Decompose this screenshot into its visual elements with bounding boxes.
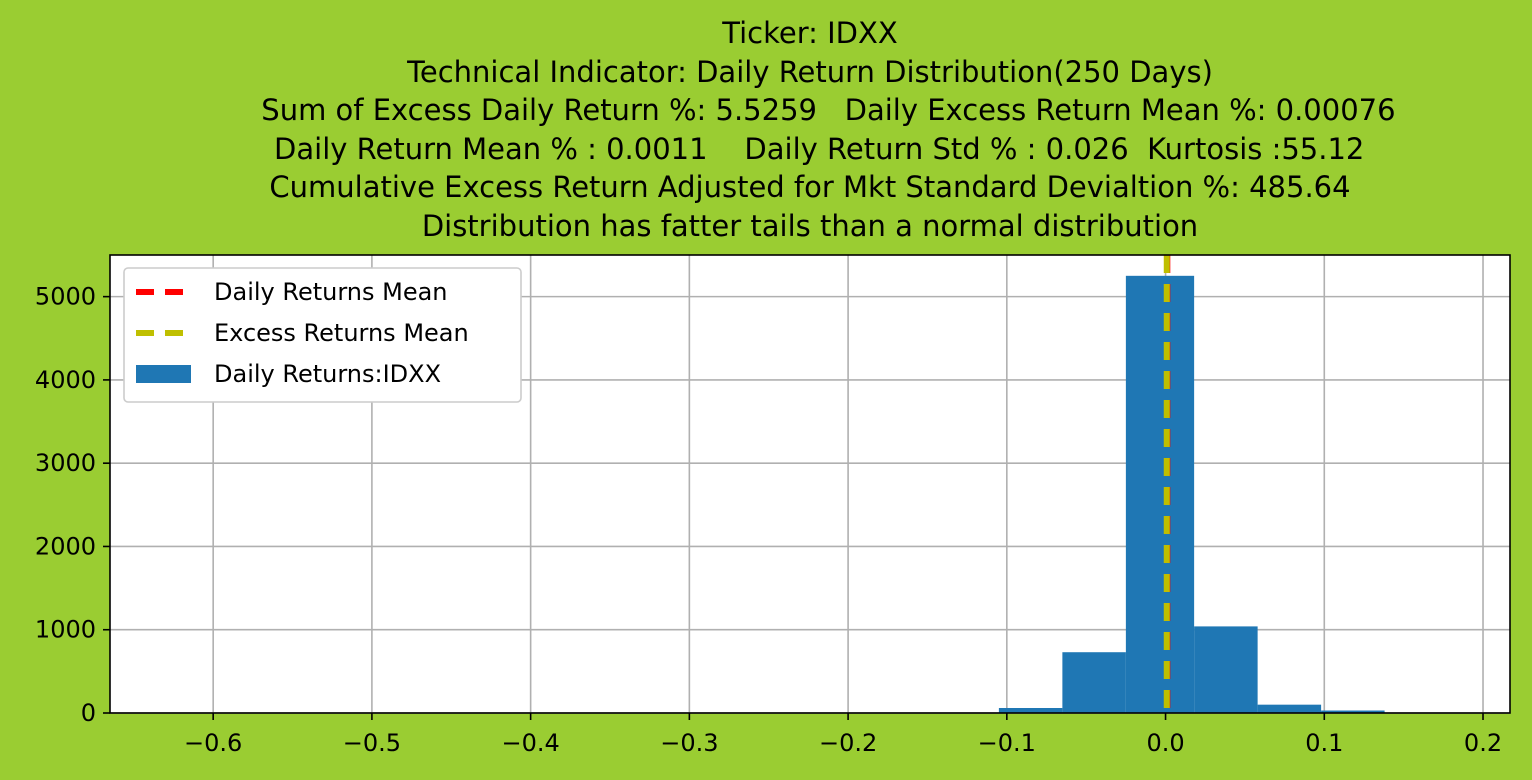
title-line: Ticker: IDXX bbox=[722, 16, 898, 50]
title-line: Daily Return Mean % : 0.0011 Daily Retur… bbox=[255, 131, 1365, 166]
x-tick-label: −0.5 bbox=[343, 729, 401, 757]
x-tick-label: 0.2 bbox=[1464, 729, 1502, 757]
title-line: Distribution has fatter tails than a nor… bbox=[421, 208, 1199, 243]
histogram-bar bbox=[1125, 275, 1195, 713]
mean-lines bbox=[1163, 255, 1171, 713]
x-tick-label: −0.4 bbox=[501, 729, 559, 757]
x-tick-label: −0.1 bbox=[978, 729, 1036, 757]
title-line: Sum of Excess Daily Return %: 5.5259 Dai… bbox=[224, 93, 1396, 127]
histogram-bar bbox=[1194, 626, 1258, 713]
legend-box bbox=[123, 267, 522, 403]
histogram-bars bbox=[998, 275, 1385, 713]
x-tick-label: −0.6 bbox=[184, 729, 242, 757]
x-tick-label: −0.2 bbox=[819, 729, 877, 757]
plot-frame bbox=[109, 254, 1511, 714]
legend-label: Excess Returns Mean bbox=[214, 319, 469, 347]
legend-label: Daily Returns:IDXX bbox=[214, 360, 441, 388]
y-tick-label: 0 bbox=[81, 699, 96, 727]
y-axis: 0 1000 2000 3000 4000 5000 bbox=[35, 283, 110, 727]
chart-title: Ticker: IDXX Technical Indicator: Daily … bbox=[110, 14, 1510, 245]
title-line: Technical Indicator: Daily Return Distri… bbox=[407, 54, 1213, 89]
title-line: Cumulative Excess Return Adjusted for Mk… bbox=[269, 170, 1351, 204]
legend: Daily Returns Mean Excess Returns Mean Dai… bbox=[123, 267, 522, 403]
y-tick-label: 1000 bbox=[35, 616, 96, 644]
histogram-bar bbox=[1321, 710, 1385, 713]
legend-swatch bbox=[136, 365, 191, 383]
x-tick-label: −0.3 bbox=[660, 729, 718, 757]
histogram-bar bbox=[998, 708, 1063, 713]
histogram-bar bbox=[1257, 704, 1322, 713]
legend-label: Daily Returns Mean bbox=[214, 278, 448, 306]
y-tick-label: 4000 bbox=[35, 366, 96, 394]
x-axis: −0.6 −0.5 −0.4 −0.3 −0.2 −0.1 0.0 0.1 0.2 bbox=[184, 713, 1502, 757]
x-tick-label: 0.1 bbox=[1305, 729, 1343, 757]
y-tick-label: 3000 bbox=[35, 449, 96, 477]
histogram-bar bbox=[1062, 652, 1126, 713]
x-tick-label: 0.0 bbox=[1146, 729, 1184, 757]
y-tick-label: 2000 bbox=[35, 532, 96, 560]
y-tick-label: 5000 bbox=[35, 283, 96, 311]
